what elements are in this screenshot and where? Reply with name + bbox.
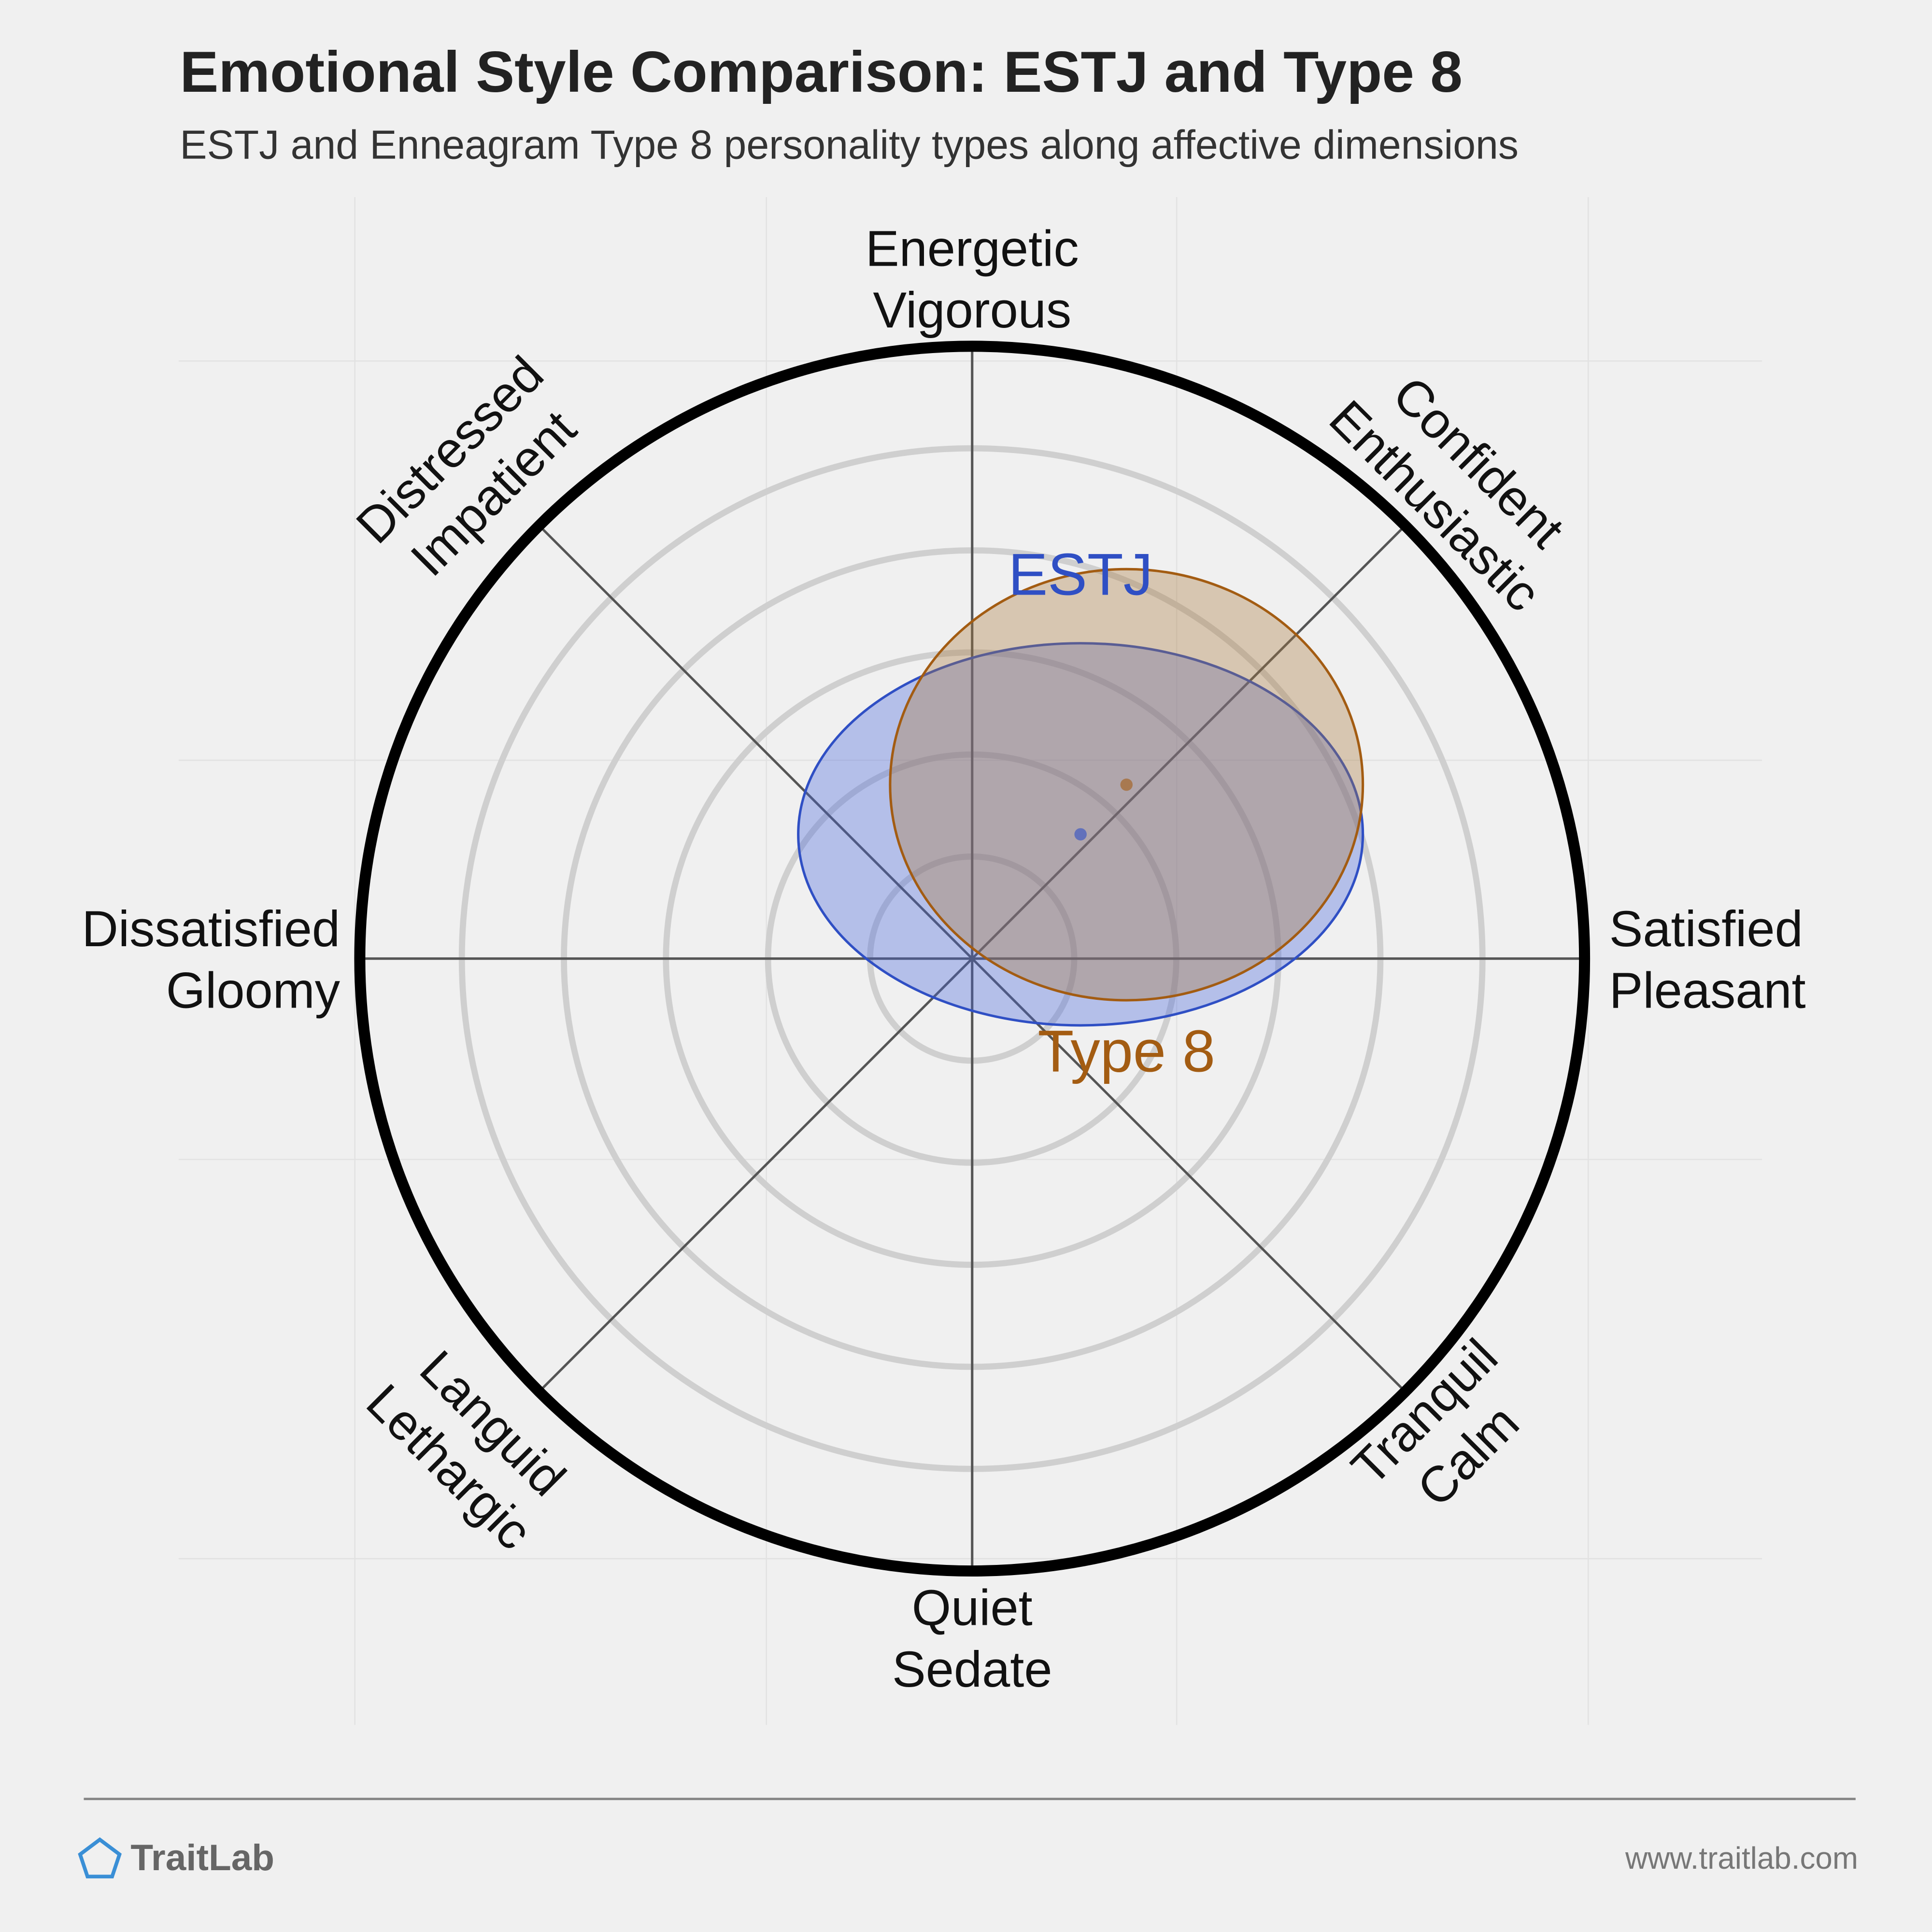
axis-label-line: Energetic	[866, 221, 1079, 277]
axis-spoke	[538, 525, 1406, 1393]
logo-icon	[78, 1837, 122, 1879]
chart-subtitle: ESTJ and Enneagram Type 8 personality ty…	[180, 122, 1519, 167]
outer-ring	[354, 341, 1591, 1577]
axis-label-line: Satisfied	[1609, 901, 1803, 957]
axis-label-line: Vigorous	[873, 282, 1071, 339]
axis-label-line: Pleasant	[1609, 962, 1806, 1019]
axis-label-line: Quiet	[912, 1579, 1033, 1636]
axis-label-line: Sedate	[892, 1641, 1052, 1698]
chart-title: Emotional Style Comparison: ESTJ and Typ…	[180, 40, 1463, 104]
plot-area: EnergeticVigorousConfidentEnthusiasticSa…	[82, 221, 1805, 1698]
site-url: www.traitlab.com	[1625, 1841, 1858, 1875]
type-center	[1120, 778, 1133, 791]
type-center	[1074, 828, 1087, 841]
legend-label: Type 8	[1037, 1018, 1215, 1084]
axis-label-line: Gloomy	[166, 962, 341, 1019]
legend-label: ESTJ	[1008, 541, 1152, 607]
brand: TraitLab	[130, 1837, 274, 1878]
axis-label-line: Dissatisfied	[82, 901, 340, 957]
